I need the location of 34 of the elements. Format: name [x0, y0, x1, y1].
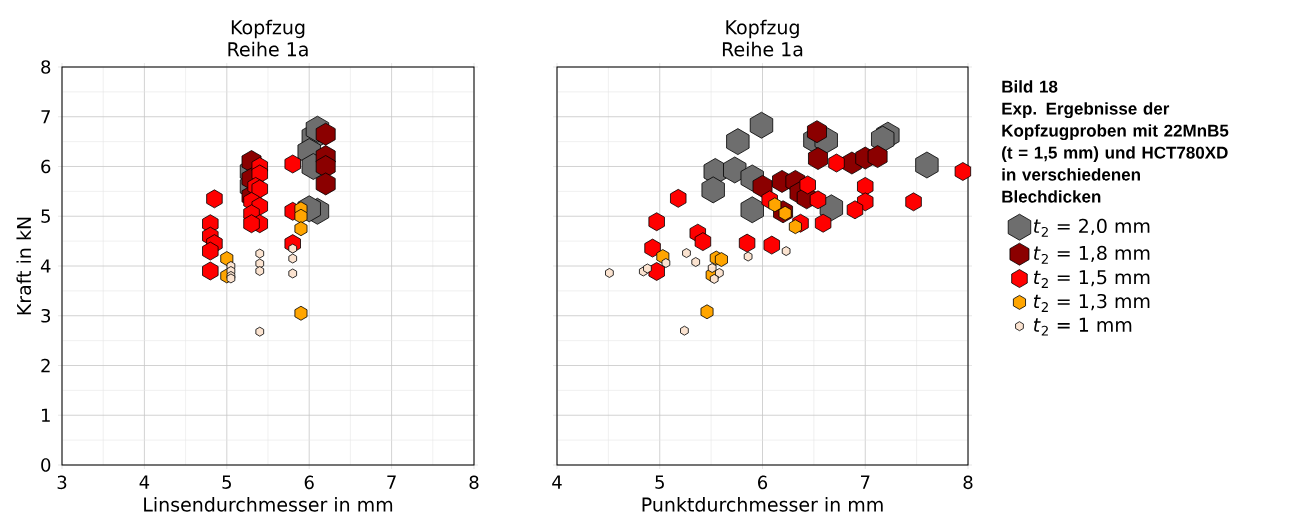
y-axis-title: Kraft in kN [16, 217, 32, 315]
chart-title: Kopfzug [726, 19, 799, 39]
chart-subtitle: Reihe 1a [722, 41, 803, 57]
chart-title: Kopfzug [231, 19, 305, 39]
y-tick-label: 5 [41, 209, 50, 223]
chart-subtitle: Reihe 1a [228, 41, 308, 57]
y-tick-label: 8 [41, 60, 51, 74]
y-tick-label: 6 [41, 159, 51, 174]
x-axis-title: Linsendurchmesser in mm [144, 497, 393, 512]
x-tick-label: 4 [552, 475, 562, 489]
y-tick-label: 3 [41, 308, 51, 323]
legend-label: t$_{2}$ = 2,0 mm [1033, 218, 1150, 237]
y-tick-label: 2 [41, 358, 50, 373]
legend-label: t$_{2}$ = 1,5 mm [1033, 270, 1150, 288]
x-tick-label: 6 [758, 475, 768, 490]
x-tick-label: 7 [861, 475, 870, 489]
y-tick-label: 1 [41, 408, 50, 422]
text: Exp. Ergebnisse der Kopfzugproben mit 22MnB5 (t = 1,5 mm) und HCT780XD in verschiedenen Blechdicken [1002, 102, 1229, 203]
y-tick-label: 7 [41, 110, 50, 124]
x-tick-label: 7 [387, 475, 396, 489]
legend-label: t$_{2}$ = 1,8 mm [1033, 245, 1150, 264]
x-tick-label: 4 [139, 475, 150, 489]
text: Bild 18 [1002, 80, 1058, 93]
x-tick-label: 3 [57, 475, 67, 490]
x-tick-label: 8 [963, 475, 973, 490]
x-tick-label: 6 [304, 475, 314, 490]
x-tick-label: 5 [655, 475, 664, 489]
x-axis-title: Punktdurchmesser in mm [642, 497, 883, 512]
legend-label: t$_{2}$ = 1 mm [1033, 317, 1132, 336]
y-tick-label: 4 [40, 259, 51, 273]
x-tick-label: 8 [469, 475, 479, 490]
x-tick-label: 5 [222, 475, 231, 489]
y-tick-label: 0 [41, 458, 51, 472]
legend-label: t$_{2}$ = 1,3 mm [1033, 293, 1150, 312]
